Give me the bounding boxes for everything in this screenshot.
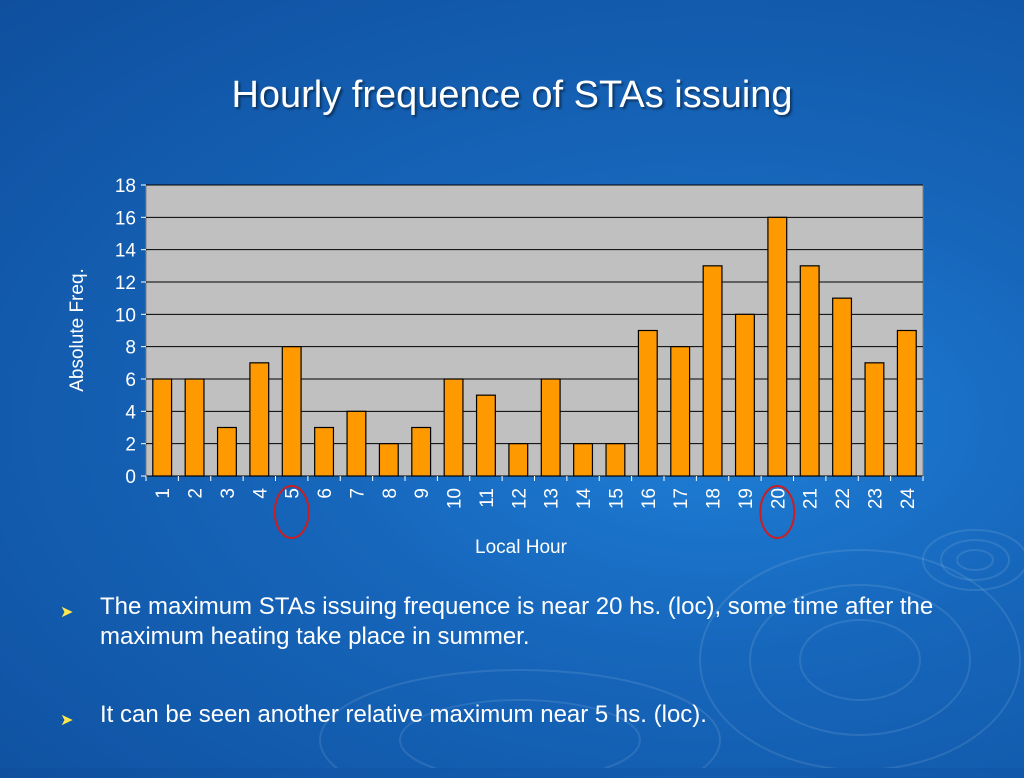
bar-hour-19: [734, 313, 755, 477]
bar-hour-2: [184, 378, 205, 477]
bar-hour-15: [605, 443, 626, 477]
y-tick-label: 18: [115, 176, 136, 197]
x-tick-label: 18: [704, 488, 725, 509]
bar-hour-16: [637, 329, 658, 477]
arrow-bullet-icon: ➤: [60, 604, 74, 621]
plot-area: [145, 184, 924, 477]
y-tick-label: 10: [115, 305, 136, 326]
y-axis-label: Absolute Freq.: [67, 268, 88, 392]
bar-hour-20: [767, 216, 788, 477]
x-tick-label: 5: [283, 488, 304, 499]
x-tick-label: 7: [347, 488, 368, 499]
highlight-circle-hour-20: [759, 485, 796, 539]
y-tick-label: 0: [125, 467, 136, 488]
bar-hour-21: [799, 265, 820, 477]
y-tick-label: 2: [125, 435, 136, 456]
x-tick-label: 10: [445, 488, 466, 509]
x-tick-label: 13: [542, 488, 563, 509]
x-tick-label: 21: [801, 488, 822, 509]
x-tick-label: 4: [250, 488, 271, 499]
x-tick-label: 17: [671, 488, 692, 509]
bar-hour-13: [540, 378, 561, 477]
x-tick-label: 14: [574, 488, 595, 510]
y-tick-label: 8: [125, 338, 136, 359]
bar-hour-1: [152, 378, 173, 477]
x-axis-label: Local Hour: [475, 537, 568, 558]
bar-hour-4: [249, 362, 270, 477]
highlight-circle-hour-5: [273, 485, 310, 539]
x-tick-label: 20: [768, 488, 789, 509]
bar-hour-10: [443, 378, 464, 477]
y-tick-label: 14: [115, 241, 137, 262]
x-tick-label: 3: [218, 488, 239, 499]
y-tick-labels: 0 2 4 6 8 10 12 14 16 18: [115, 176, 146, 488]
bar-hour-17: [670, 346, 691, 477]
y-tick-label: 12: [115, 273, 136, 294]
x-tick-label: 24: [898, 488, 919, 510]
bullet-text: It can be seen another relative maximum …: [100, 701, 707, 728]
bullet-text: The maximum STAs issuing frequence is ne…: [100, 593, 934, 650]
x-tick-label: 2: [186, 488, 207, 499]
y-tick-label: 6: [125, 370, 136, 391]
bar-hour-11: [475, 394, 496, 477]
bars: [152, 216, 917, 477]
bullet-list: ➤ The maximum STAs issuing frequence is …: [60, 592, 960, 778]
x-tick-label: 1: [153, 488, 174, 499]
bar-hour-18: [702, 265, 723, 477]
bar-hour-12: [508, 443, 529, 477]
bar-hour-23: [864, 362, 885, 477]
bar-hour-3: [216, 426, 237, 477]
x-tick-label: 23: [865, 488, 886, 509]
bar-hour-14: [573, 443, 594, 477]
x-tick-label: 8: [380, 488, 401, 499]
highlight-circles: [273, 485, 796, 539]
x-tick-label: 22: [833, 488, 854, 509]
bar-hour-8: [378, 443, 399, 477]
x-tick-label: 6: [315, 488, 336, 499]
slide-title: Hourly frequence of STAs issuing: [231, 74, 793, 116]
bullet-item: ➤ It can be seen another relative maximu…: [60, 700, 960, 730]
x-tick-label: 19: [736, 488, 757, 509]
y-tick-label: 4: [125, 402, 136, 423]
x-tick-label: 11: [477, 488, 498, 508]
arrow-bullet-icon: ➤: [60, 712, 74, 729]
bar-hour-9: [411, 426, 432, 477]
y-tick-label: 16: [115, 208, 136, 229]
x-tick-label: 12: [509, 488, 530, 509]
bar-hour-22: [832, 297, 853, 477]
bar-hour-7: [346, 410, 367, 477]
x-tick-label: 9: [412, 488, 433, 499]
bar-hour-6: [314, 426, 335, 477]
x-tick-label: 15: [606, 488, 627, 509]
bar-hour-5: [281, 346, 302, 477]
x-tick-labels: 1 2 3 4 5 6 7 8 9 10 11 12 13 14 15 16 17 18 19 20 21 22 23 24: [145, 476, 924, 510]
bullet-item: ➤ The maximum STAs issuing frequence is …: [60, 592, 960, 652]
bar-hour-24: [896, 329, 917, 477]
x-tick-label: 16: [639, 488, 660, 509]
